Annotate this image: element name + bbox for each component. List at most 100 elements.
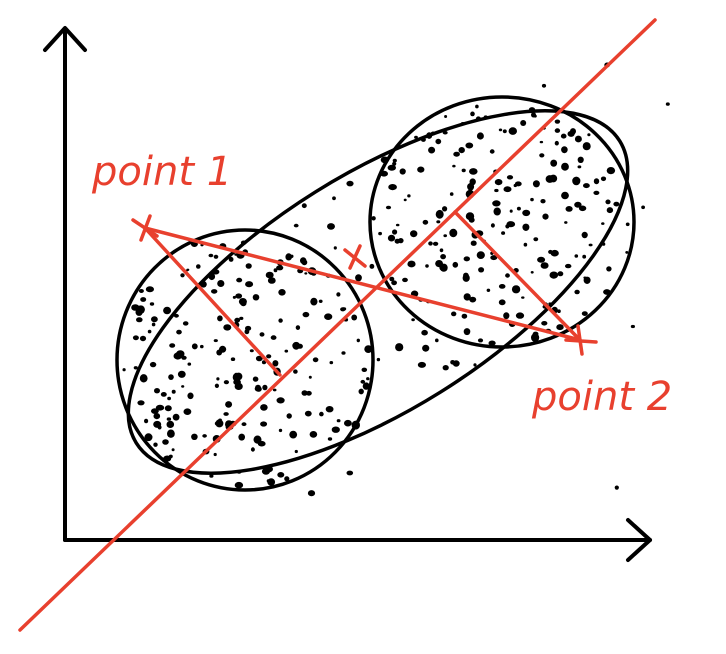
dot <box>234 382 243 390</box>
dot <box>223 380 229 385</box>
dot <box>593 178 600 185</box>
dot <box>235 293 243 299</box>
dot <box>153 442 158 447</box>
dot <box>278 289 286 296</box>
dot <box>223 324 232 331</box>
dot <box>209 474 214 478</box>
dot <box>492 200 501 207</box>
dot <box>223 412 229 416</box>
dot <box>360 379 366 384</box>
dot <box>392 229 398 235</box>
dot <box>403 198 407 202</box>
dot <box>451 311 457 317</box>
dot <box>574 135 582 143</box>
dot <box>346 470 354 476</box>
dot <box>173 313 179 318</box>
dot <box>270 335 277 340</box>
x-arrow <box>626 518 652 562</box>
dot <box>145 286 154 293</box>
dot <box>462 274 470 282</box>
dot <box>399 168 406 175</box>
dot <box>309 431 318 438</box>
dot <box>276 397 285 404</box>
dot <box>376 357 381 362</box>
dot <box>428 241 433 246</box>
dot <box>289 430 298 439</box>
dot <box>307 490 316 497</box>
dot <box>582 142 591 151</box>
dot <box>475 104 479 109</box>
cross-point-1 <box>131 214 159 242</box>
dot <box>284 349 289 353</box>
dot <box>561 162 569 171</box>
cross-point-2 <box>564 324 598 356</box>
dot <box>245 263 252 269</box>
dot <box>266 479 270 483</box>
dot <box>200 344 204 349</box>
dot <box>442 365 449 371</box>
dot <box>402 277 408 283</box>
dot <box>498 128 503 132</box>
dot <box>577 156 584 163</box>
dot <box>331 426 340 433</box>
dot <box>523 242 528 247</box>
dot <box>469 178 476 186</box>
dot <box>606 167 616 175</box>
diagonal-line <box>18 18 657 632</box>
dot <box>122 368 126 372</box>
dot <box>285 253 293 261</box>
dot <box>476 132 484 140</box>
dot <box>435 209 444 219</box>
dot <box>362 382 370 390</box>
dot <box>356 338 360 343</box>
dot <box>166 420 175 428</box>
dot <box>255 355 263 362</box>
dot <box>581 311 588 316</box>
dot <box>215 419 224 428</box>
dot <box>329 361 334 365</box>
dot <box>540 262 549 269</box>
dot <box>292 341 301 350</box>
dot <box>554 140 559 146</box>
dot <box>254 386 262 392</box>
dot <box>468 217 475 223</box>
dot <box>469 296 477 303</box>
dot <box>214 383 219 388</box>
dot <box>167 396 172 401</box>
dot <box>489 149 495 154</box>
dot <box>432 241 439 246</box>
dot <box>358 388 364 395</box>
dot <box>160 392 167 397</box>
dot <box>398 238 404 244</box>
dot <box>154 388 160 394</box>
dot <box>341 351 346 355</box>
dot <box>191 343 198 350</box>
dot <box>583 183 590 189</box>
dot <box>391 280 397 286</box>
dot <box>325 406 334 413</box>
dot <box>211 289 218 294</box>
dot <box>561 191 569 200</box>
dot <box>395 343 404 352</box>
dot <box>136 317 143 323</box>
dot <box>336 292 341 297</box>
dot <box>407 260 416 268</box>
connecting-line <box>143 226 582 342</box>
dot <box>605 199 611 205</box>
dot <box>177 370 186 378</box>
dot <box>542 213 549 220</box>
dot <box>176 329 182 335</box>
dot <box>304 272 308 275</box>
dot <box>533 237 539 242</box>
cross-midpoint <box>343 244 367 270</box>
point-label: point 2 <box>531 374 672 420</box>
dot <box>257 440 266 447</box>
dot <box>302 311 310 318</box>
dot <box>164 405 172 412</box>
dot <box>541 321 548 326</box>
dot <box>641 205 645 210</box>
dot <box>565 263 572 269</box>
dot <box>172 413 180 421</box>
dot <box>428 146 436 154</box>
dot <box>213 339 218 343</box>
